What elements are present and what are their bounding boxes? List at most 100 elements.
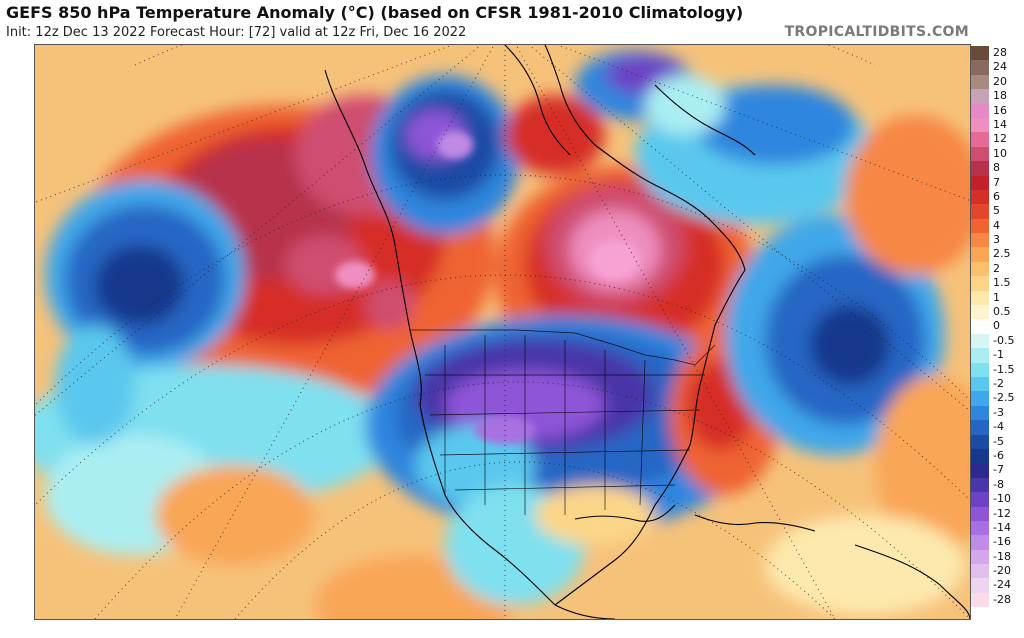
colorbar-label: 28 — [993, 46, 1007, 59]
colorbar-level: 16 — [971, 103, 1021, 118]
graticule — [35, 45, 970, 619]
colorbar-label: 18 — [993, 89, 1007, 103]
colorbar-level: 2 — [971, 261, 1021, 277]
colorbar-level: -4 — [971, 420, 1021, 435]
colorbar-label: 2.5 — [993, 247, 1011, 261]
colorbar-swatch — [971, 189, 989, 205]
colorbar-swatch — [971, 290, 989, 306]
colorbar-swatch — [971, 261, 989, 277]
colorbar-level: -2 — [971, 376, 1021, 392]
colorbar-swatch — [971, 405, 989, 421]
colorbar-swatch — [971, 420, 989, 435]
colorbar-swatch — [971, 146, 989, 162]
colorbar-label: 7 — [993, 175, 1000, 189]
colorbar-swatch — [971, 218, 989, 234]
colorbar-swatch — [971, 175, 989, 190]
colorbar-label: -28 — [993, 592, 1011, 606]
colorbar-level: -5 — [971, 434, 1021, 449]
colorbar-swatch — [971, 60, 989, 75]
colorbar-label: 8 — [993, 161, 1000, 175]
colorbar-level: -0.5 — [971, 333, 1021, 349]
colorbar-label: -6 — [993, 448, 1004, 462]
colorbar-label: 10 — [993, 146, 1007, 160]
colorbar-swatch — [971, 117, 989, 133]
colorbar-swatch — [971, 305, 989, 320]
colorbar-label: 12 — [993, 132, 1007, 146]
colorbar-swatch — [971, 276, 989, 291]
colorbar-label: 1 — [993, 290, 1000, 304]
colorbar-label: -7 — [993, 463, 1004, 477]
anomaly-map[interactable] — [34, 44, 971, 620]
colorbar-label: 20 — [993, 74, 1007, 88]
colorbar-label: 4 — [993, 218, 1000, 232]
colorbar-level: 0.5 — [971, 305, 1021, 320]
colorbar-level: 20 — [971, 74, 1021, 90]
chart-title: GEFS 850 hPa Temperature Anomaly (°C) (b… — [6, 3, 744, 22]
anomaly-field — [35, 50, 970, 619]
colorbar-label: -0.5 — [993, 333, 1015, 347]
colorbar-swatch — [971, 89, 989, 104]
political-borders — [410, 329, 716, 515]
forecast-info: Init: 12z Dec 13 2022 Forecast Hour: [72… — [6, 25, 467, 40]
colorbar-swatch — [971, 348, 989, 363]
colorbar-swatch — [971, 592, 989, 608]
colorbar-label: -1.5 — [993, 362, 1015, 376]
colorbar-label: -20 — [993, 564, 1011, 578]
colorbar-level: -2.5 — [971, 391, 1021, 406]
colorbar-legend: 28 24 20 18 16 14 12 10 8 7 6 5 4 3 2.5 2 1.5 1 0.5 0 -0.5 -1… — [971, 46, 1021, 608]
colorbar-swatch — [971, 492, 989, 507]
colorbar-swatch — [971, 535, 989, 550]
colorbar-level: -1.5 — [971, 362, 1021, 377]
colorbar-label: -4 — [993, 420, 1004, 434]
colorbar-label: -10 — [993, 492, 1011, 506]
colorbar-swatch — [971, 564, 989, 579]
colorbar-label: -3 — [993, 405, 1004, 419]
colorbar-label: -5 — [993, 434, 1004, 448]
colorbar-swatch — [971, 103, 989, 118]
colorbar-level: 12 — [971, 132, 1021, 147]
colorbar-swatch — [971, 463, 989, 478]
colorbar-level: -8 — [971, 477, 1021, 493]
colorbar-level: 14 — [971, 117, 1021, 133]
colorbar-label: -12 — [993, 506, 1011, 520]
colorbar-swatch — [971, 477, 989, 493]
colorbar-level: 10 — [971, 146, 1021, 162]
colorbar-swatch — [971, 578, 989, 593]
colorbar-level: 4 — [971, 218, 1021, 234]
colorbar-level: -1 — [971, 348, 1021, 363]
colorbar-label: 0 — [993, 319, 1000, 333]
colorbar-label: 2 — [993, 261, 1000, 275]
colorbar-level: 5 — [971, 204, 1021, 219]
colorbar-label: -18 — [993, 549, 1011, 563]
colorbar-swatch — [971, 520, 989, 536]
colorbar-swatch — [971, 247, 989, 262]
map-canvas — [35, 45, 970, 619]
colorbar-level: -10 — [971, 492, 1021, 507]
colorbar-level: 1.5 — [971, 276, 1021, 291]
colorbar-label: 3 — [993, 233, 1000, 247]
colorbar-label: 6 — [993, 189, 1000, 203]
colorbar-level: 28 — [971, 46, 1021, 61]
colorbar-swatch — [971, 376, 989, 392]
colorbar-label: -2 — [993, 376, 1004, 390]
colorbar-swatch — [971, 549, 989, 565]
colorbar-level: 6 — [971, 189, 1021, 205]
colorbar-level: -16 — [971, 535, 1021, 550]
colorbar-level: -3 — [971, 405, 1021, 421]
colorbar-swatch — [971, 506, 989, 521]
site-watermark: TROPICALTIDBITS.COM — [784, 24, 969, 40]
colorbar-level: 24 — [971, 60, 1021, 75]
colorbar-label: -2.5 — [993, 391, 1015, 405]
colorbar-label: -14 — [993, 520, 1011, 534]
colorbar-swatch — [971, 132, 989, 147]
colorbar-level: -7 — [971, 463, 1021, 478]
colorbar-level: 2.5 — [971, 247, 1021, 262]
colorbar-label: -24 — [993, 578, 1011, 592]
colorbar-label: 1.5 — [993, 276, 1011, 290]
colorbar-level: 3 — [971, 233, 1021, 248]
colorbar-swatch — [971, 319, 989, 334]
colorbar-level: -14 — [971, 520, 1021, 536]
colorbar-swatch — [971, 333, 989, 349]
colorbar-level: -24 — [971, 578, 1021, 593]
colorbar-label: 5 — [993, 204, 1000, 218]
